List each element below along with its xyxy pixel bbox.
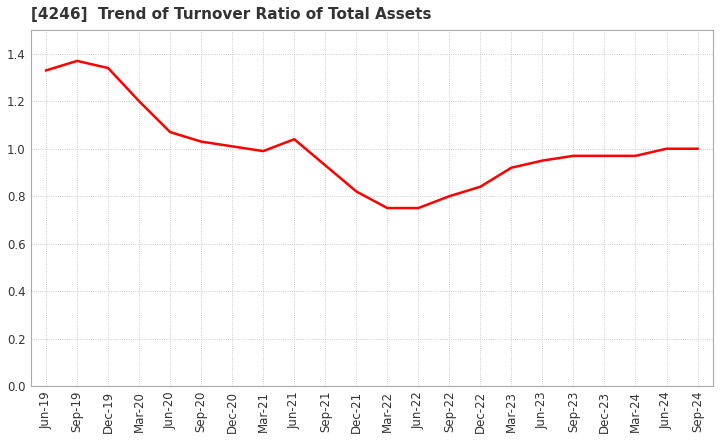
Text: [4246]  Trend of Turnover Ratio of Total Assets: [4246] Trend of Turnover Ratio of Total …	[30, 7, 431, 22]
